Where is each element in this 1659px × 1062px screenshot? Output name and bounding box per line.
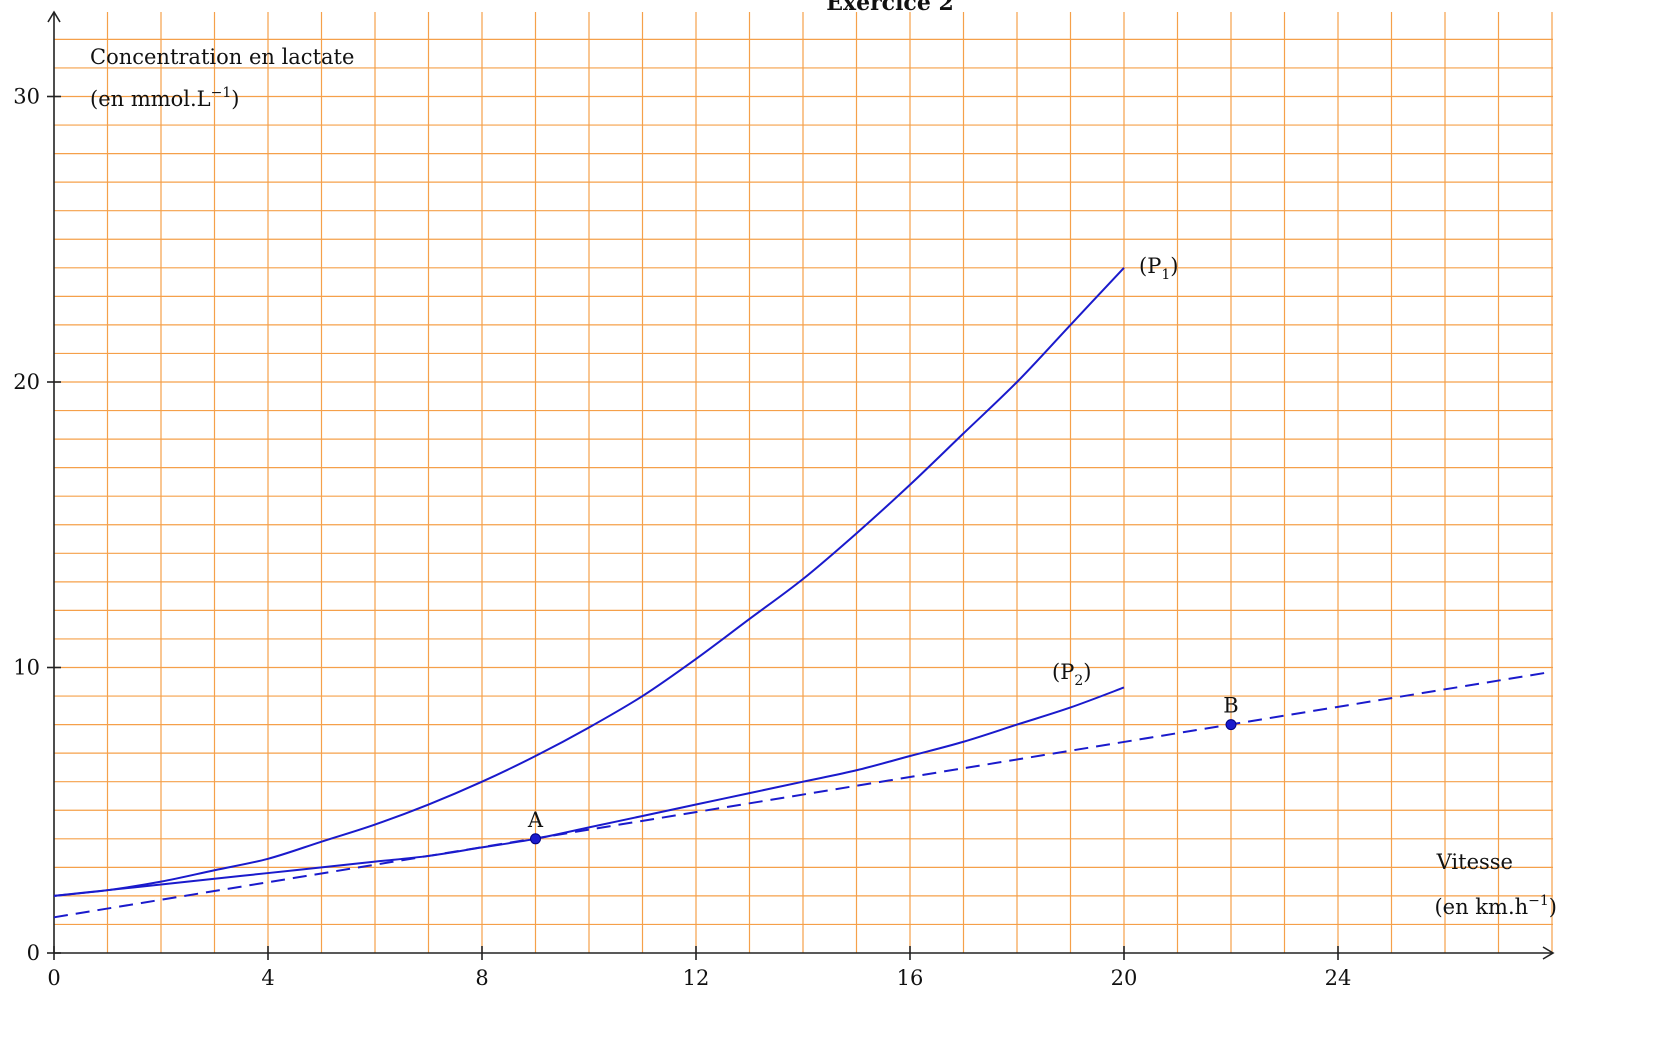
series-label-p1-main: (P [1139, 254, 1161, 278]
x-tick-label: 20 [1111, 966, 1138, 990]
y-axis-unit-close: ) [231, 87, 239, 111]
y-axis-label-line2: (en mmol.L−1) [90, 85, 239, 111]
x-tick-label: 12 [683, 966, 710, 990]
y-tick-label: 30 [13, 85, 40, 109]
y-axis-unit-exponent: −1 [211, 85, 232, 101]
points-group: AB [527, 694, 1239, 845]
series-label-p2-main: (P [1052, 660, 1074, 684]
tangent-line [53, 670, 1553, 919]
series-label-p2-sub: 2 [1074, 673, 1083, 689]
x-tick-label: 16 [897, 966, 924, 990]
axes [47, 10, 1555, 960]
y-tick-label: 0 [27, 941, 40, 965]
series-label-p1-close: ) [1170, 254, 1178, 278]
y-axis-unit-text: (en mmol.L [90, 87, 211, 111]
series-label-p1-sub: 1 [1161, 267, 1170, 283]
x-tick-label: 8 [475, 966, 488, 990]
x-tick-label: 24 [1325, 966, 1352, 990]
y-tick-label: 20 [13, 370, 40, 394]
x-axis-label-line2: (en km.h−1) [1434, 893, 1557, 919]
grid [54, 12, 1553, 953]
point-label-b: B [1223, 694, 1238, 718]
x-axis-unit-exponent: −1 [1528, 893, 1549, 909]
x-tick-label: 4 [261, 966, 274, 990]
series-label-p2-close: ) [1083, 660, 1091, 684]
point-label-a: A [527, 808, 544, 832]
series-curve-p2 [53, 686, 1125, 897]
point-a [530, 833, 541, 845]
series-label-p2: (P2) [1052, 660, 1091, 689]
x-axis-arrow [1542, 946, 1555, 960]
chart-title: Exercice 2 [826, 0, 954, 16]
x-axis-label-line1: Vitesse [1436, 850, 1513, 874]
series-group [53, 267, 1553, 919]
y-tick-label: 10 [13, 656, 40, 680]
x-axis-unit-close: ) [1549, 895, 1557, 919]
point-b [1225, 719, 1237, 731]
x-axis-unit-text: (en km.h [1434, 895, 1528, 919]
x-tick-label: 0 [47, 966, 60, 990]
series-label-p1: (P1) [1139, 254, 1178, 283]
y-axis-label-line1: Concentration en lactate [90, 45, 354, 69]
series-curve-p1 [53, 267, 1125, 897]
y-axis-arrow [47, 10, 61, 23]
